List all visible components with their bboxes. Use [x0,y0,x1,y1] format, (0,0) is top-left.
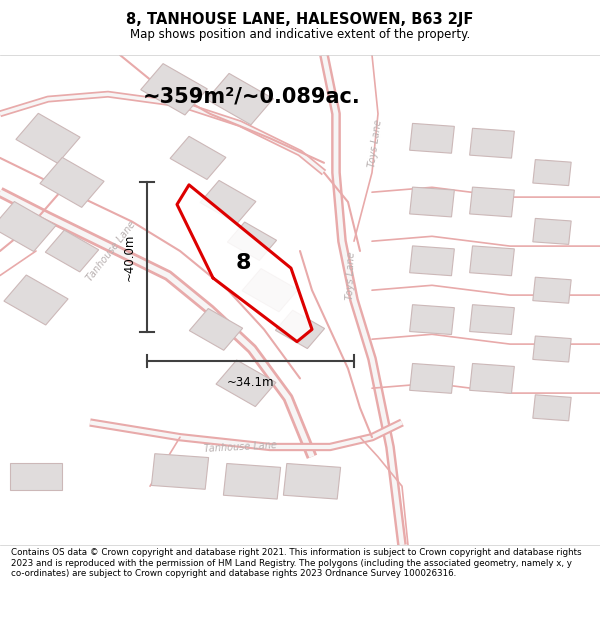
Polygon shape [170,136,226,179]
Text: ~359m²/~0.089ac.: ~359m²/~0.089ac. [143,87,361,107]
Polygon shape [533,218,571,244]
Polygon shape [206,73,274,125]
Polygon shape [46,230,98,272]
Polygon shape [140,64,208,115]
Polygon shape [410,364,454,393]
Polygon shape [410,123,454,153]
Polygon shape [533,395,571,421]
Polygon shape [470,246,514,276]
Text: Tanhouse Lane: Tanhouse Lane [203,440,277,454]
Polygon shape [10,463,62,490]
Text: Contains OS data © Crown copyright and database right 2021. This information is : Contains OS data © Crown copyright and d… [11,548,581,578]
Polygon shape [283,464,341,499]
Polygon shape [16,113,80,163]
Polygon shape [410,246,454,276]
Polygon shape [0,201,56,251]
Polygon shape [190,309,242,350]
Polygon shape [223,464,281,499]
Polygon shape [275,310,325,349]
Text: Tanhouse Lane: Tanhouse Lane [85,219,137,283]
Polygon shape [470,364,514,393]
Polygon shape [533,159,571,186]
Polygon shape [470,304,514,334]
Polygon shape [151,454,209,489]
Text: Toys Lane: Toys Lane [367,119,383,168]
Polygon shape [4,275,68,325]
Polygon shape [227,222,277,261]
Text: 8: 8 [235,253,251,273]
Polygon shape [216,360,276,407]
Polygon shape [470,187,514,217]
Polygon shape [242,269,298,312]
Text: ~34.1m: ~34.1m [227,376,274,389]
Polygon shape [200,181,256,224]
Text: 8, TANHOUSE LANE, HALESOWEN, B63 2JF: 8, TANHOUSE LANE, HALESOWEN, B63 2JF [127,12,473,27]
Polygon shape [470,128,514,158]
Polygon shape [410,187,454,217]
Polygon shape [40,158,104,208]
Polygon shape [410,304,454,334]
Polygon shape [533,278,571,303]
Polygon shape [177,185,312,342]
Text: Map shows position and indicative extent of the property.: Map shows position and indicative extent… [130,28,470,41]
Text: Toys Lane: Toys Lane [345,251,357,300]
Polygon shape [533,336,571,362]
Text: ~40.0m: ~40.0m [123,233,136,281]
